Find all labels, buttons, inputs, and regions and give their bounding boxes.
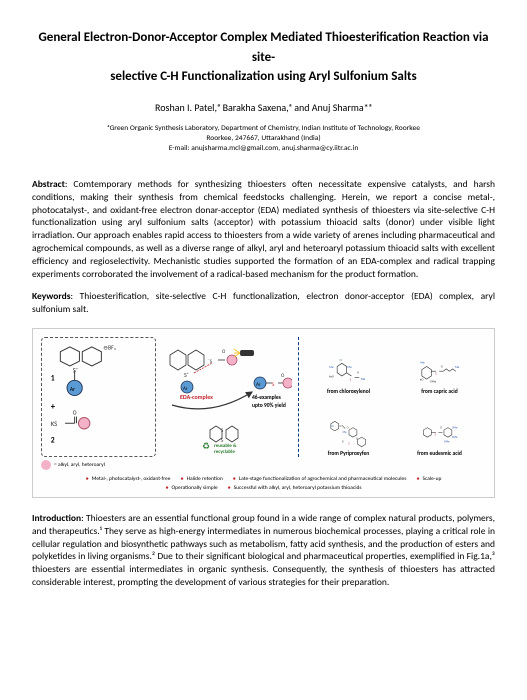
svg-text:MeO: MeO: [329, 375, 334, 379]
svg-text:Me: Me: [342, 430, 346, 434]
svg-text:O: O: [73, 410, 77, 417]
svg-text:OMe: OMe: [443, 440, 449, 444]
eda-scheme: S⁺ Ar ⁻S O EDA-complex: [162, 337, 292, 457]
svg-text:OMe: OMe: [451, 425, 457, 429]
plus-sign: +: [51, 402, 56, 412]
svg-text:O: O: [356, 371, 358, 375]
example-count: 46-examples: [252, 395, 282, 401]
svg-text:Me: Me: [347, 365, 352, 369]
svg-text:MeO: MeO: [420, 378, 423, 382]
svg-text:Ar: Ar: [256, 382, 261, 388]
pink-circle-icon: [41, 460, 51, 470]
keywords-label: Keywords: [32, 290, 71, 302]
svg-text:OMe: OMe: [451, 435, 457, 439]
starting-materials-panel: S⁺ Ar ⊖BF₄ 1 + KS O 2: [41, 337, 156, 457]
introduction: Introduction: Thioesters are an essentia…: [32, 512, 495, 589]
introduction-label: Introduction: [32, 512, 81, 524]
abstract: Abstract: Comtemporary methods for synth…: [32, 178, 495, 281]
svg-text:S: S: [434, 433, 436, 437]
recyclable-label-2: recyclable: [214, 449, 235, 455]
svg-text:O: O: [281, 373, 285, 379]
svg-text:Me: Me: [420, 360, 425, 364]
compound-2-label: 2: [51, 436, 55, 445]
svg-text:O: O: [346, 425, 348, 429]
svg-text:O: O: [440, 364, 442, 368]
svg-text:O: O: [339, 424, 341, 428]
svg-text:Me: Me: [455, 365, 460, 369]
recycle-icon: ♻: [202, 441, 210, 452]
reaction-center-panel: S⁺ Ar ⁻S O EDA-complex: [162, 337, 292, 457]
svg-text:Ar: Ar: [183, 386, 188, 392]
svg-text:S: S: [348, 441, 350, 445]
svg-text:S: S: [272, 382, 275, 388]
svg-text:Me: Me: [360, 377, 365, 381]
graphical-abstract: S⁺ Ar ⊖BF₄ 1 + KS O 2: [32, 328, 495, 498]
yield-label: upto 90% yield: [252, 403, 286, 409]
authors: Roshan I. Patel,ᵃ Barakha Saxena,ᵃ and A…: [32, 101, 495, 114]
svg-text:S: S: [435, 371, 437, 375]
paper-title: General Electron-Donor-Acceptor Complex …: [32, 28, 495, 87]
compound-1-label: 1: [51, 374, 55, 383]
svg-text:N: N: [331, 424, 333, 428]
example-eudesmic-acid: S O OMe OMe OMe from eudesmic acid: [396, 399, 483, 457]
example-capric-acid: Me MeO OMe S O Me from capric acid: [396, 337, 483, 395]
eda-complex-label: EDA-complex: [180, 393, 213, 401]
svg-text:KS: KS: [51, 420, 57, 428]
ar-label: Ar: [70, 386, 75, 393]
svg-text:S: S: [221, 428, 224, 434]
abstract-label: Abstract: [32, 178, 65, 190]
reactants-scheme: S⁺ Ar ⊖BF₄ 1 + KS O 2: [46, 342, 151, 452]
svg-text:O: O: [440, 425, 442, 429]
svg-text:S: S: [349, 378, 351, 382]
keywords: Keywords: Thioesterification, site-selec…: [32, 290, 495, 316]
legend: = alkyl, aryl, heteroaryl: [41, 460, 486, 470]
svg-text:⊖BF₄: ⊖BF₄: [103, 345, 116, 352]
svg-text:Cl: Cl: [339, 358, 342, 362]
example-chloroxylenol: Cl Me Me MeO S O Me from chloroxylenol: [305, 337, 392, 395]
affiliation: ᵃGreen Organic Synthesis Laboratory, Dep…: [32, 124, 495, 154]
svg-text:Me: Me: [329, 365, 334, 369]
examples-panel: Cl Me Me MeO S O Me from chloroxylenol: [298, 337, 483, 457]
svg-text:S⁺: S⁺: [73, 367, 79, 375]
svg-text:O: O: [341, 440, 343, 444]
example-pyriproxyfen: N O Me O O S O from Pyriproxyfen: [305, 399, 392, 457]
svg-text:OMe: OMe: [429, 379, 436, 383]
svg-text:O: O: [222, 349, 226, 355]
figure-bullets: Metal-, photocatalyst-, oxidant-free Hal…: [41, 475, 486, 492]
svg-text:S⁺: S⁺: [184, 371, 189, 379]
